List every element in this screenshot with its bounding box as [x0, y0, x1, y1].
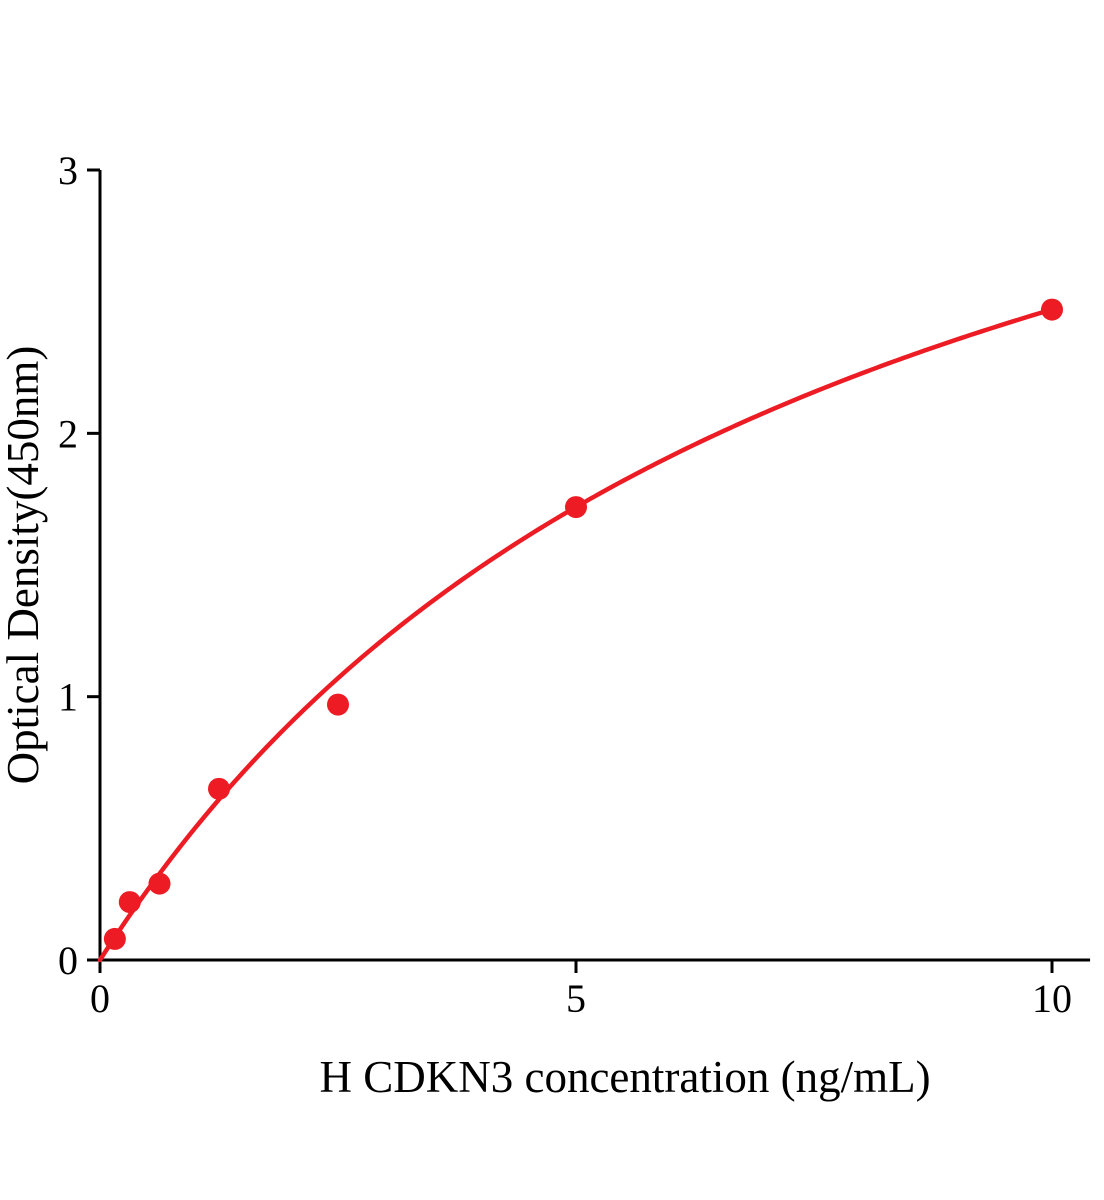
- y-tick-label: 2: [58, 411, 78, 456]
- fit-curve: [97, 307, 1055, 963]
- x-tick-label: 5: [566, 976, 586, 1021]
- data-point: [148, 872, 171, 895]
- data-point: [1041, 298, 1063, 321]
- y-tick-label: 1: [58, 675, 78, 720]
- y-tick-label: 3: [58, 148, 78, 193]
- data-points-layer: [103, 298, 1063, 950]
- data-point: [118, 891, 141, 914]
- y-axis-title: Optical Density(450nm): [0, 346, 48, 785]
- axes-layer: [87, 168, 1091, 973]
- axis-labels-layer: 0 5 10 0 1 2 3 H CDKN3 concentration (ng/mL) Opt…: [0, 148, 1072, 1102]
- data-point: [565, 496, 587, 519]
- x-axis-title: H CDKN3 concentration (ng/mL): [319, 1052, 930, 1102]
- x-tick-label: 0: [90, 976, 110, 1021]
- fit-curve-layer: [97, 307, 1055, 963]
- data-point: [103, 927, 126, 950]
- x-tick-label: 10: [1032, 976, 1072, 1021]
- data-point: [327, 693, 349, 716]
- y-tick-label: 0: [58, 938, 78, 983]
- data-point: [208, 777, 230, 800]
